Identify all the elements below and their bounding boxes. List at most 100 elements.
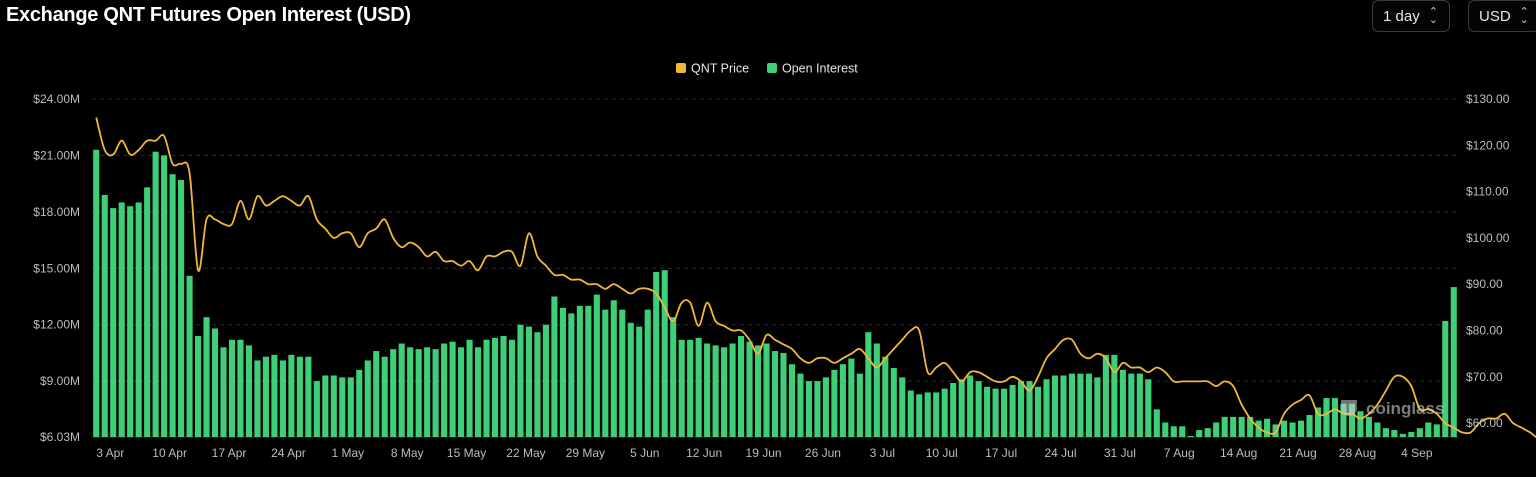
open-interest-bar[interactable] [220,347,227,437]
open-interest-bar[interactable] [729,343,736,437]
open-interest-bar[interactable] [704,343,711,437]
open-interest-bar[interactable] [364,360,371,437]
open-interest-bar[interactable] [1043,379,1050,437]
open-interest-bar[interactable] [627,322,634,437]
open-interest-bar[interactable] [1119,369,1126,437]
open-interest-bar[interactable] [907,390,914,437]
open-interest-bar[interactable] [211,328,219,437]
open-interest-bar[interactable] [288,354,295,437]
open-interest-bar[interactable] [975,381,982,437]
open-interest-bar[interactable] [262,356,269,437]
legend[interactable]: QNT Price Open Interest [676,62,858,76]
open-interest-bar[interactable] [203,317,210,437]
qnt-price-line[interactable] [95,117,1536,438]
open-interest-bar[interactable] [271,354,278,437]
open-interest-bar[interactable] [542,324,549,437]
open-interest-bar[interactable] [178,179,185,437]
open-interest-bar[interactable] [1034,386,1042,437]
open-interest-bar[interactable] [1323,398,1330,437]
open-interest-bar[interactable] [1068,373,1076,437]
open-interest-bar[interactable] [924,392,931,437]
open-interest-bar[interactable] [882,356,889,437]
open-interest-bar[interactable] [1238,416,1245,437]
open-interest-bar[interactable] [1289,422,1296,437]
open-interest-bar[interactable] [330,375,337,437]
open-interest-bar[interactable] [322,375,329,437]
open-interest-bar[interactable] [458,347,465,437]
open-interest-bar[interactable] [1416,428,1423,437]
open-interest-bar[interactable] [517,324,524,437]
open-interest-bar[interactable] [1026,381,1033,437]
open-interest-bar[interactable] [610,300,617,437]
open-interest-bar[interactable] [814,381,821,437]
open-interest-bar[interactable] [1382,428,1389,437]
open-interest-bar[interactable] [788,364,796,437]
open-interest-bar[interactable] [1433,424,1440,437]
open-interest-bar[interactable] [373,351,380,437]
open-interest-bar[interactable] [1450,287,1457,437]
open-interest-bar[interactable] [1331,398,1339,437]
open-interest-bar[interactable] [984,386,991,437]
open-interest-bar[interactable] [1094,377,1101,437]
open-interest-bar[interactable] [1221,416,1228,437]
open-interest-bar[interactable] [1306,414,1313,437]
open-interest-bar[interactable] [1281,420,1288,437]
open-interest-bar[interactable] [407,347,414,437]
open-interest-bar[interactable] [950,383,957,437]
open-interest-bar[interactable] [1001,388,1008,437]
open-interest-bar[interactable] [797,373,804,437]
open-interest-bar[interactable] [279,360,286,437]
open-interest-bar[interactable] [1425,422,1432,437]
open-interest-bar[interactable] [135,202,142,437]
open-interest-bar[interactable] [449,341,456,437]
open-interest-bar[interactable] [1391,430,1398,437]
open-interest-bar[interactable] [602,309,609,437]
open-interest-bar[interactable] [992,388,999,437]
open-interest-bar[interactable] [356,369,363,437]
open-interest-bar[interactable] [585,305,592,437]
open-interest-bar[interactable] [1162,422,1169,437]
open-interest-bar[interactable] [1179,426,1186,437]
open-interest-bar[interactable] [525,326,533,437]
open-interest-bar[interactable] [1017,381,1025,437]
open-interest-bar[interactable] [1204,428,1211,437]
open-interest-bar[interactable] [899,377,906,437]
open-interest-bar[interactable] [1357,411,1364,437]
open-interest-bar[interactable] [551,296,558,437]
open-interest-bar[interactable] [661,270,668,437]
open-interest-bar[interactable] [390,349,397,437]
open-interest-bar[interactable] [441,343,448,437]
open-interest-bar[interactable] [305,356,312,437]
open-interest-bar[interactable] [941,388,948,437]
open-interest-bar[interactable] [1408,431,1415,437]
open-interest-bar[interactable] [576,305,583,437]
open-interest-bar[interactable] [432,349,439,437]
open-interest-bar[interactable] [500,335,507,437]
open-interest-bar[interactable] [1247,416,1254,437]
open-interest-bar[interactable] [1009,384,1016,437]
open-interest-bar[interactable] [967,375,974,437]
open-interest-bar[interactable] [161,155,168,438]
open-interest-bar[interactable] [296,356,303,437]
open-interest-bar[interactable] [568,313,575,437]
open-interest-bar[interactable] [780,352,787,437]
open-interest-bar[interactable] [746,341,753,437]
open-interest-bar[interactable] [534,332,541,437]
legend-item[interactable]: Open Interest [767,62,858,76]
open-interest-bar[interactable] [678,339,685,437]
legend-item[interactable]: QNT Price [676,62,749,76]
open-interest-bar[interactable] [381,356,388,437]
open-interest-bar[interactable] [958,379,965,437]
open-interest-bar[interactable] [1230,416,1237,437]
open-interest-bar[interactable] [619,309,626,437]
open-interest-bar[interactable] [152,151,159,437]
open-interest-bar[interactable] [873,343,880,437]
open-interest-bar[interactable] [916,394,923,437]
open-interest-bar[interactable] [1060,375,1067,437]
open-interest-bar[interactable] [1136,373,1143,437]
open-interest-bar[interactable] [237,339,244,437]
open-interest-bar[interactable] [1196,430,1203,437]
open-interest-bar[interactable] [1272,424,1279,437]
currency-select[interactable]: USD ⌃ ⌄ [1468,0,1536,32]
open-interest-bar[interactable] [1145,379,1152,437]
